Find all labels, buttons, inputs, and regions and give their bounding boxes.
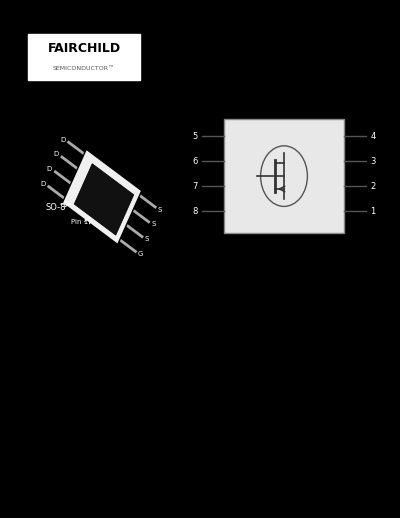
Text: 4: 4	[370, 132, 376, 141]
Text: D: D	[40, 181, 46, 187]
Text: 6: 6	[192, 157, 198, 166]
Text: SEMICONDUCTOR™: SEMICONDUCTOR™	[53, 66, 115, 71]
Text: FAIRCHILD: FAIRCHILD	[48, 42, 120, 55]
Text: 5: 5	[192, 132, 198, 141]
Text: G: G	[138, 251, 143, 257]
Polygon shape	[74, 164, 134, 235]
Text: S: S	[145, 236, 149, 242]
Text: 2: 2	[370, 182, 376, 191]
Text: SO-8: SO-8	[46, 203, 66, 212]
Polygon shape	[62, 149, 142, 244]
Text: D: D	[53, 151, 59, 157]
Text: 7: 7	[192, 182, 198, 191]
Text: 8: 8	[192, 207, 198, 216]
Text: 1: 1	[370, 207, 376, 216]
Text: 3: 3	[370, 157, 376, 166]
Text: Pin 1: Pin 1	[71, 219, 89, 225]
Bar	[224, 119, 344, 233]
Text: S: S	[158, 207, 162, 212]
Text: D: D	[47, 166, 52, 172]
FancyBboxPatch shape	[28, 34, 140, 80]
Text: D: D	[60, 137, 65, 142]
Text: S: S	[151, 221, 156, 227]
